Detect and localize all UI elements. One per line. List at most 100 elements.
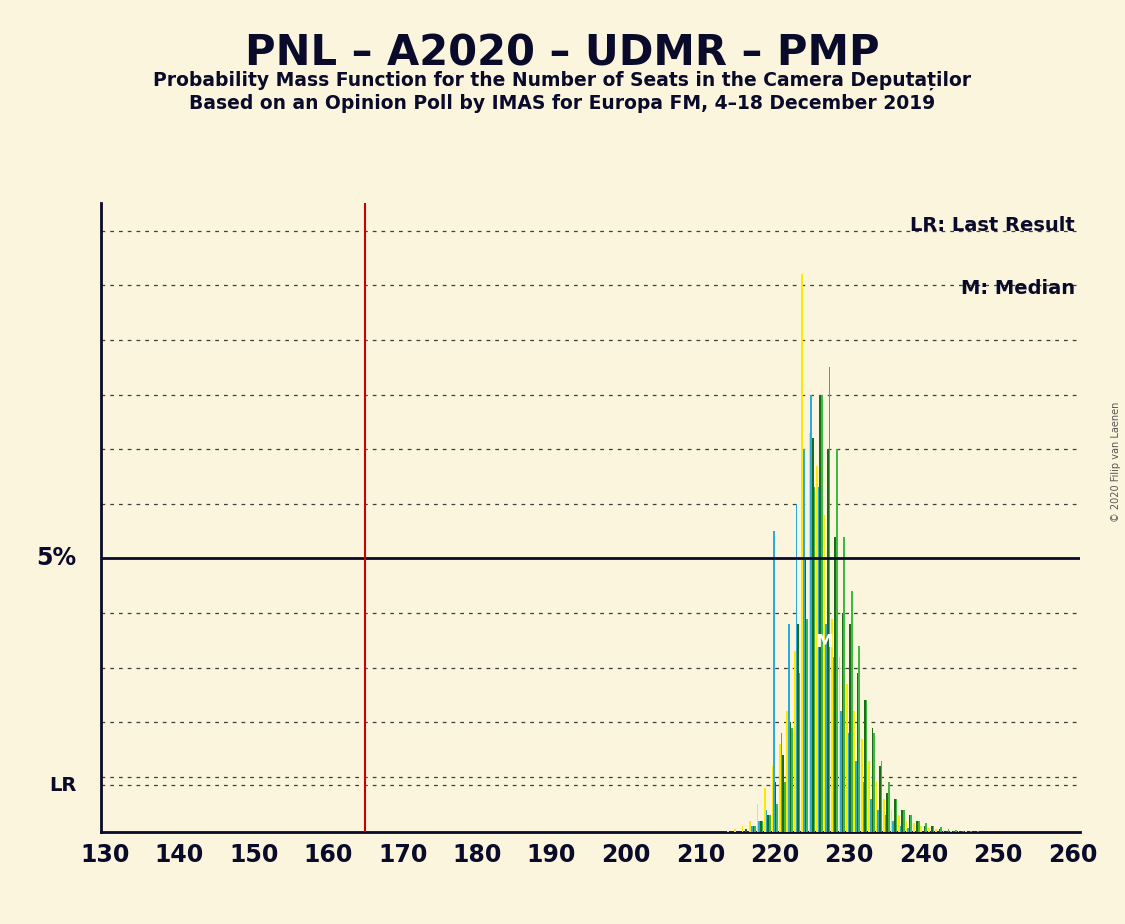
Bar xyxy=(799,674,801,832)
Bar xyxy=(735,829,736,832)
Bar xyxy=(940,827,942,832)
Bar xyxy=(933,826,935,832)
Text: Based on an Opinion Poll by IMAS for Europa FM, 4–18 December 2019: Based on an Opinion Poll by IMAS for Eur… xyxy=(189,94,936,114)
Bar xyxy=(838,657,840,832)
Bar xyxy=(861,738,863,832)
Text: LR: Last Result: LR: Last Result xyxy=(910,216,1076,235)
Bar xyxy=(789,624,790,832)
Bar xyxy=(883,799,885,832)
Bar xyxy=(842,613,844,832)
Bar xyxy=(849,624,850,832)
Bar xyxy=(831,618,832,832)
Bar xyxy=(870,799,872,832)
Bar xyxy=(766,809,767,832)
Bar xyxy=(875,783,878,832)
Bar xyxy=(844,537,845,832)
Bar xyxy=(817,466,818,832)
Bar xyxy=(872,728,873,832)
Bar xyxy=(778,744,781,832)
Bar xyxy=(879,766,881,832)
Bar xyxy=(868,760,870,832)
Bar xyxy=(826,624,827,832)
Text: M: Median: M: Median xyxy=(961,279,1076,298)
Bar xyxy=(850,591,853,832)
Bar xyxy=(943,830,944,832)
Bar xyxy=(819,395,821,832)
Bar xyxy=(926,823,927,832)
Bar xyxy=(798,624,799,832)
Bar xyxy=(907,828,909,832)
Bar xyxy=(784,783,785,832)
Text: M: M xyxy=(816,633,834,651)
Bar xyxy=(821,395,822,832)
Bar xyxy=(866,700,867,832)
Bar xyxy=(906,821,907,832)
Bar xyxy=(772,766,773,832)
Bar xyxy=(935,830,937,832)
Bar xyxy=(786,711,789,832)
Bar xyxy=(809,432,810,832)
Bar xyxy=(745,829,747,832)
Bar xyxy=(760,821,762,832)
Bar xyxy=(894,799,896,832)
Bar xyxy=(963,831,964,832)
Bar xyxy=(804,558,807,832)
Bar xyxy=(891,809,892,832)
Bar xyxy=(873,734,875,832)
Bar xyxy=(888,783,890,832)
Bar xyxy=(770,815,771,832)
Bar xyxy=(835,537,836,832)
Text: LR: LR xyxy=(50,775,76,795)
Bar xyxy=(773,531,775,832)
Text: Probability Mass Function for the Number of Seats in the Camera Deputaților: Probability Mass Function for the Number… xyxy=(153,70,972,90)
Bar xyxy=(795,504,798,832)
Bar xyxy=(824,515,826,832)
Bar xyxy=(727,831,729,832)
Bar xyxy=(886,794,888,832)
Bar xyxy=(836,449,838,832)
Text: PNL – A2020 – UDMR – PMP: PNL – A2020 – UDMR – PMP xyxy=(245,32,880,74)
Bar xyxy=(857,674,858,832)
Bar xyxy=(813,487,816,832)
Bar xyxy=(775,783,776,832)
Bar xyxy=(938,829,940,832)
Bar xyxy=(914,823,915,832)
Bar xyxy=(901,809,903,832)
Bar xyxy=(749,821,750,832)
Bar xyxy=(885,815,886,832)
Bar xyxy=(782,755,784,832)
Bar xyxy=(910,815,912,832)
Bar xyxy=(864,700,866,832)
Bar xyxy=(955,830,956,832)
Bar xyxy=(924,826,926,832)
Bar xyxy=(898,815,900,832)
Text: 5%: 5% xyxy=(37,546,76,570)
Bar xyxy=(847,734,849,832)
Bar xyxy=(753,826,754,832)
Bar xyxy=(791,728,793,832)
Bar xyxy=(829,367,830,832)
Bar xyxy=(858,646,860,832)
Bar xyxy=(801,274,803,832)
Bar xyxy=(767,815,770,832)
Bar xyxy=(846,684,847,832)
Bar xyxy=(932,826,933,832)
Bar xyxy=(754,826,756,832)
Bar xyxy=(810,395,812,832)
Bar xyxy=(827,449,829,832)
Bar xyxy=(812,438,813,832)
Bar xyxy=(951,831,952,832)
Bar xyxy=(832,657,835,832)
Bar xyxy=(750,826,753,832)
Bar xyxy=(947,829,950,832)
Bar xyxy=(916,821,918,832)
Bar xyxy=(741,826,744,832)
Bar xyxy=(794,651,795,832)
Text: © 2020 Filip van Laenen: © 2020 Filip van Laenen xyxy=(1112,402,1120,522)
Bar xyxy=(928,828,929,832)
Bar xyxy=(807,618,808,832)
Bar xyxy=(818,487,819,832)
Bar xyxy=(803,449,804,832)
Bar xyxy=(757,804,758,832)
Bar xyxy=(855,760,857,832)
